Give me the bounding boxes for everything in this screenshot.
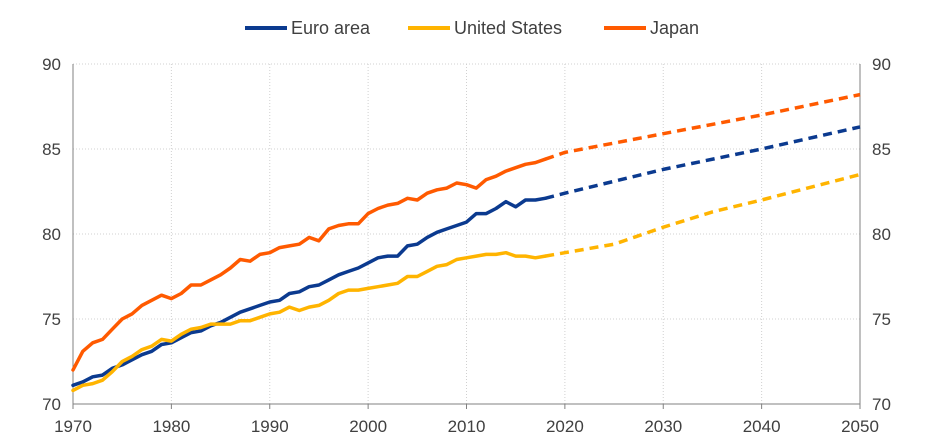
x-tick-label: 2000 — [349, 417, 387, 436]
y-tick-label-right: 80 — [872, 225, 891, 244]
series-line-united-states-historical — [71, 250, 547, 393]
x-tick-label: 1980 — [152, 417, 190, 436]
y-tick-label-right: 75 — [872, 310, 891, 329]
series-line-united-states-projection — [544, 172, 861, 258]
axis-layer: 70 70 75 75 80 80 85 85 90 90 1970 1980 1990 2000 2010… — [42, 55, 891, 436]
y-tick-label-right: 70 — [872, 395, 891, 414]
y-tick-label-right: 90 — [872, 55, 891, 74]
x-tick-label: 1990 — [251, 417, 289, 436]
x-tick-label: 2010 — [448, 417, 486, 436]
y-tick-label-left: 85 — [42, 140, 61, 159]
legend-label: Euro area — [291, 18, 371, 38]
grid-layer — [73, 63, 860, 404]
legend-label: United States — [454, 18, 562, 38]
series-layer — [71, 92, 861, 393]
x-tick-label: 2030 — [644, 417, 682, 436]
legend: Euro area United States Japan — [245, 18, 699, 38]
x-tick-label: 1970 — [54, 417, 92, 436]
series-line-euro-area-historical — [71, 196, 547, 388]
x-tick-label: 2020 — [546, 417, 584, 436]
y-tick-label-left: 70 — [42, 395, 61, 414]
y-tick-label-left: 90 — [42, 55, 61, 74]
y-tick-label-left: 75 — [42, 310, 61, 329]
x-tick-label: 2040 — [743, 417, 781, 436]
y-tick-label-right: 85 — [872, 140, 891, 159]
y-tick-label-left: 80 — [42, 225, 61, 244]
series-line-japan-historical — [71, 157, 547, 372]
x-tick-label: 2050 — [841, 417, 879, 436]
series-line-euro-area-projection — [544, 125, 861, 200]
legend-label: Japan — [650, 18, 699, 38]
series-line-japan-projection — [544, 92, 861, 161]
